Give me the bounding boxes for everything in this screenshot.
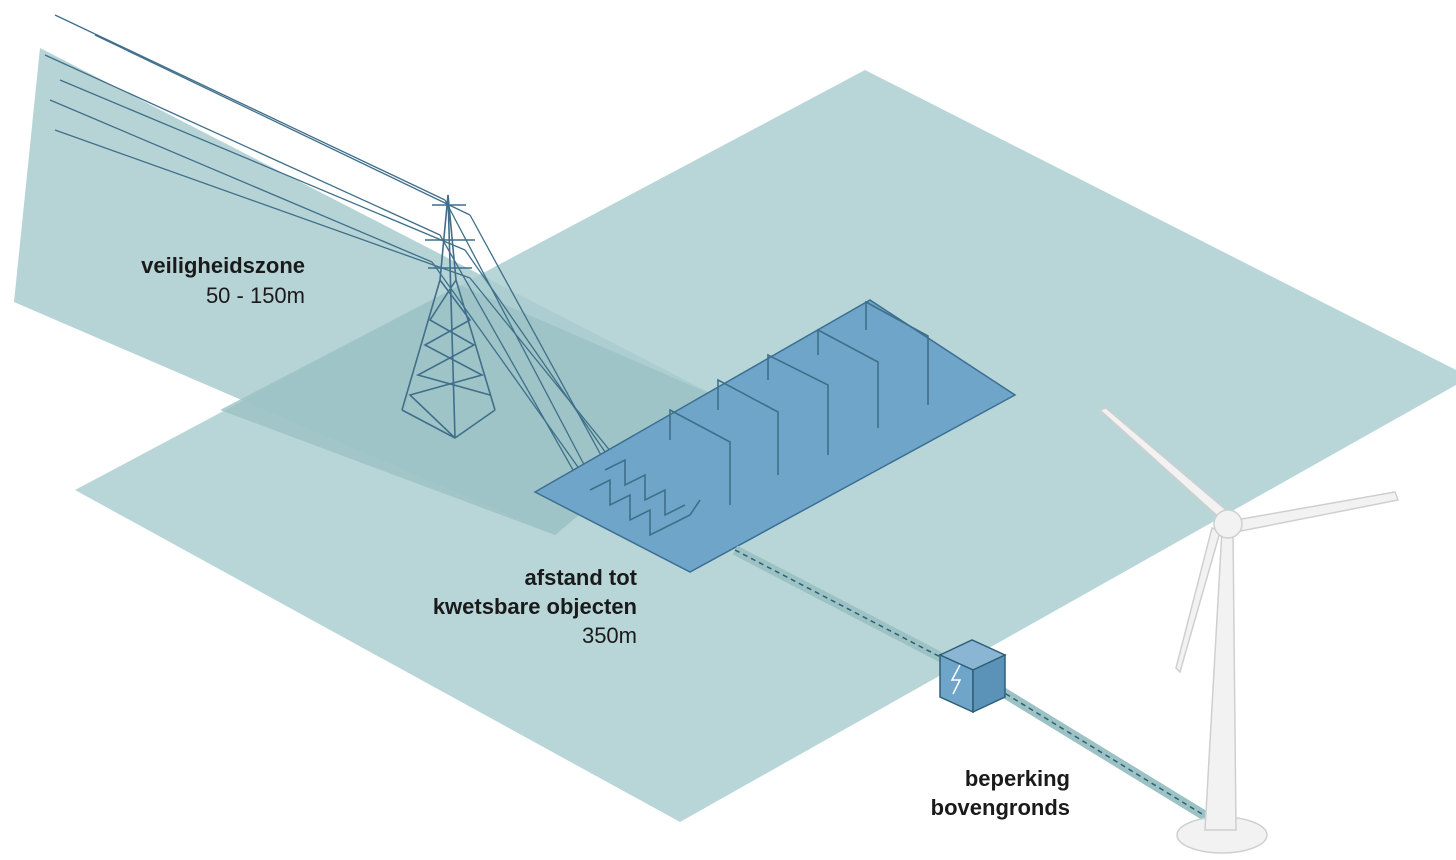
label-title: bovengronds <box>931 795 1070 820</box>
pylon <box>401 194 496 440</box>
cable <box>732 545 1223 830</box>
label-title: beperking <box>965 766 1070 791</box>
label-detail: 350m <box>582 623 637 648</box>
label-title: veiligheidszone <box>141 253 305 278</box>
transformer-box <box>938 639 1007 714</box>
wind-turbine <box>1098 407 1400 854</box>
label-detail: 50 - 150m <box>206 283 305 308</box>
label-title: afstand tot <box>525 565 638 590</box>
substation <box>533 299 1017 573</box>
substation-gantries <box>589 300 929 537</box>
label-title: kwetsbare objecten <box>433 594 637 619</box>
